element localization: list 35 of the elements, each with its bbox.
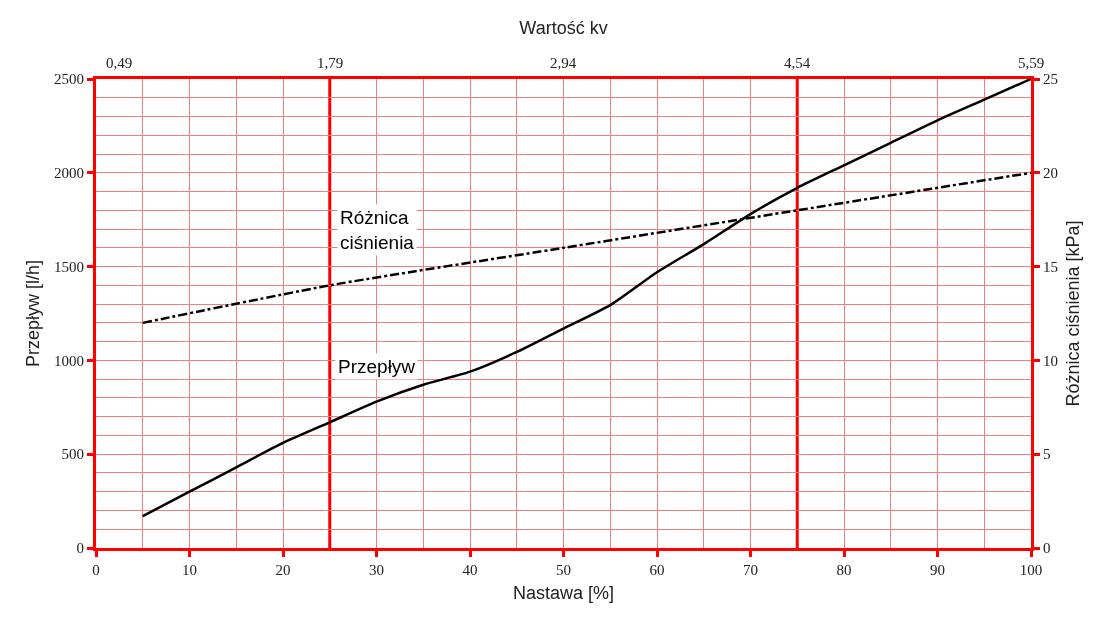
x-tick-label: 90 (930, 562, 945, 578)
y-tick-label: 0 (76, 540, 84, 557)
x-tick-label: 60 (649, 562, 665, 578)
y-tick-label: 2000 (54, 165, 84, 182)
x-axis-title: Nastawa [%] (512, 583, 615, 604)
x-tick-label: 100 (1019, 562, 1043, 578)
y-tick-label: 500 (61, 446, 84, 463)
y-axis-title: Przepływ [l/h] (23, 259, 44, 368)
line-series (141, 79, 1031, 518)
text: 0,49 (106, 55, 133, 71)
x-tick-label: 30 (369, 562, 384, 578)
y2-tick-label: 0 (1043, 540, 1051, 557)
x-tick-label: 50 (556, 562, 571, 578)
y2-tick-label: 20 (1043, 165, 1058, 182)
series-label: Różnica ciśnienia (340, 207, 415, 253)
x-tick-label: 10 (182, 562, 197, 578)
x-tick-label: 40 (462, 562, 478, 578)
y2-tick-label: 25 (1043, 71, 1058, 88)
y2-tick-label: 10 (1043, 352, 1058, 369)
text: 2,94 (550, 55, 577, 71)
text: 1,79 (317, 55, 344, 71)
x2-axis-title: Wartość kv (519, 18, 608, 39)
x-tick-label: 0 (92, 562, 100, 578)
x-tick-label: 70 (743, 562, 758, 578)
y-tick-label: 1000 (54, 352, 84, 369)
x-tick-label: 20 (275, 562, 291, 578)
y2-axis-title: Różnica ciśnienia [kPa] (1063, 220, 1084, 407)
y2-tick-label: 5 (1043, 446, 1051, 463)
text: 5,59 (1018, 55, 1045, 71)
x-tick-label: 80 (836, 562, 852, 578)
y2-tick-label: 15 (1043, 258, 1058, 275)
y-tick-label: 2500 (54, 71, 84, 88)
series-label: Przepływ (338, 356, 416, 377)
text: 4,54 (784, 55, 811, 71)
y-tick-label: 1500 (54, 258, 84, 275)
